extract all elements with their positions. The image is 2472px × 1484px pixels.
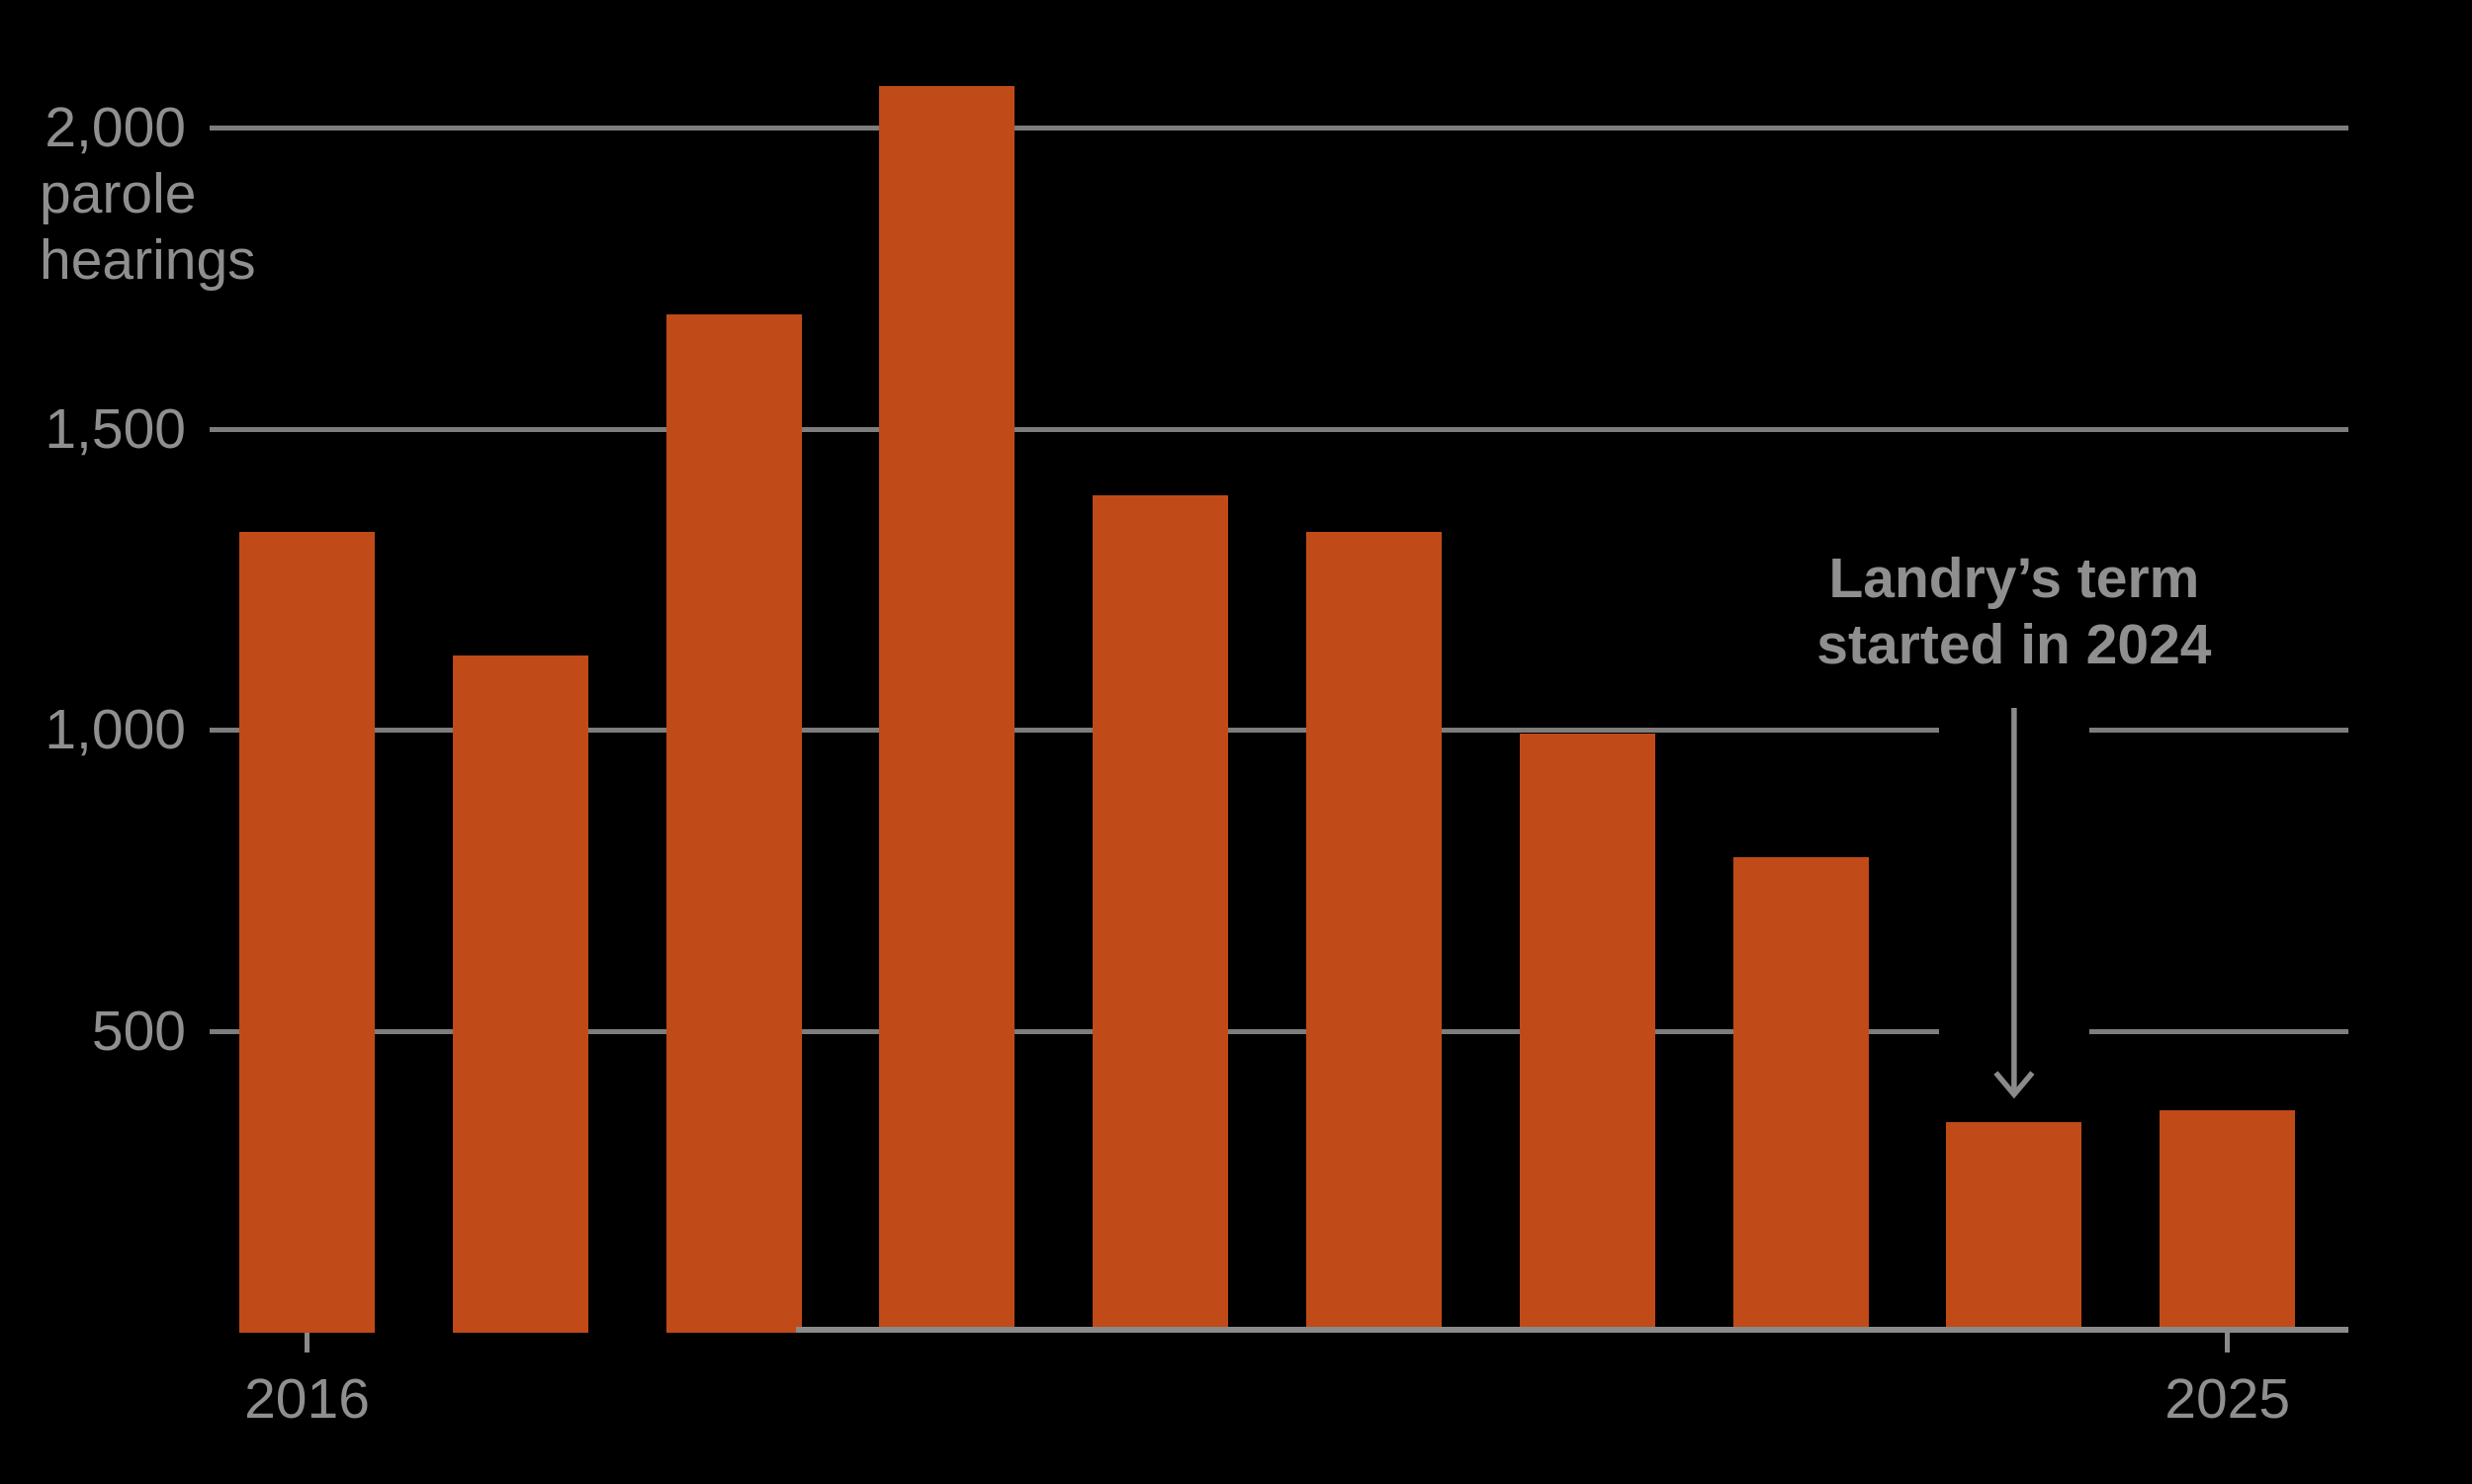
gridline-500-seg2 — [2088, 1028, 2348, 1034]
x-label-2025: 2025 — [2164, 1367, 2291, 1431]
bar-2019 — [879, 85, 1015, 1333]
y-tick-value-1500: 1,500 — [44, 396, 186, 461]
y-axis-unit-line-1: parole — [40, 162, 197, 226]
gridline-1000-seg2 — [2088, 728, 2348, 734]
x-axis-line — [796, 1327, 2348, 1333]
arrow-head — [1993, 1071, 2035, 1099]
bar-2025 — [2160, 1109, 2296, 1333]
x-tick-2025 — [2225, 1333, 2231, 1353]
annotation: Landry’s term started in 2024 — [1816, 546, 2211, 678]
bar-2024 — [1946, 1121, 2082, 1333]
y-tick-value-2000: 2,000 — [44, 96, 186, 160]
y-tick-label-500: 500 — [0, 999, 186, 1065]
bar-2023 — [1732, 856, 1869, 1333]
y-axis-unit-line-2: hearings — [40, 228, 256, 293]
gridline-1500 — [210, 426, 2348, 432]
bar-2021 — [1306, 531, 1442, 1333]
bar-2018 — [665, 314, 802, 1333]
annotation-line-2: started in 2024 — [1816, 613, 2212, 676]
bar-2016 — [239, 531, 375, 1333]
y-tick-value-500: 500 — [91, 999, 186, 1063]
y-tick-label-1500: 1,500 — [0, 396, 186, 463]
bar-2020 — [1093, 495, 1229, 1333]
y-tick-value-1000: 1,000 — [44, 698, 186, 762]
x-label-2016: 2016 — [244, 1367, 370, 1431]
gridline-1000-seg1 — [210, 728, 1939, 734]
annotation-line-1: Landry’s term — [1828, 547, 2200, 610]
gridline-2000 — [210, 126, 2348, 131]
bar-2017 — [452, 655, 588, 1333]
gridline-500-seg1 — [210, 1028, 1939, 1034]
y-tick-label-1000: 1,000 — [0, 697, 186, 763]
bar-2022 — [1519, 733, 1655, 1333]
y-tick-label-2000: 2,000 parole hearings — [0, 95, 256, 294]
x-tick-2016 — [305, 1333, 309, 1353]
